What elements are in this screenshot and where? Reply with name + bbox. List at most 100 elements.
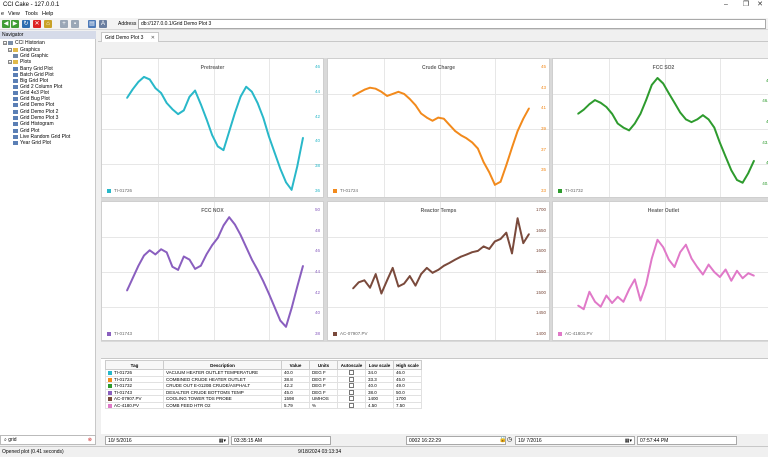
start-date-picker[interactable]: 10/ 5/2016 ▦▾	[105, 436, 229, 445]
column-header[interactable]: Tag	[105, 360, 164, 370]
back-icon[interactable]: ◀	[2, 20, 10, 28]
window-title: CCI Cake - 127.0.0.1	[3, 2, 60, 8]
autoscale-checkbox[interactable]	[349, 376, 354, 382]
table-row[interactable]: AC-4180.PV COMB FEED HTR O2 5.79% 4.50 7.50	[105, 401, 422, 409]
data-point	[656, 77, 659, 79]
menu-tools[interactable]: Tools	[25, 11, 38, 17]
y-tick-label: 42	[765, 160, 768, 166]
tree-item[interactable]: Grid Demo Plot	[13, 102, 54, 108]
y-tick-label: 44	[314, 88, 320, 94]
data-point	[511, 146, 513, 149]
y-tick-label: 36	[314, 188, 320, 193]
end-date-picker[interactable]: 10/ 7/2016 ▦▾	[515, 436, 635, 445]
chart-panel[interactable]: Pretreater 36 38 40 42 44 46 TI-01726	[101, 58, 324, 198]
chart-panel[interactable]: Heater Outlet AC-41801.PV	[552, 201, 768, 341]
data-point	[528, 233, 530, 235]
save-icon[interactable]: ▪	[71, 20, 79, 28]
y-tick-label: 1500	[535, 289, 546, 295]
collapse-icon[interactable]: −	[3, 40, 7, 46]
column-header[interactable]: Autoscale	[337, 360, 366, 370]
tree-item[interactable]: Year Grid Plot	[13, 140, 51, 146]
table-row[interactable]: TI-01743 DESALTER CRUDE BOTTOMS TEMP 45.0 D…	[105, 388, 422, 396]
tree-item-label: Grid Histogram	[20, 121, 54, 127]
tree-item[interactable]: Grid Graphic	[13, 53, 48, 59]
collapse-icon[interactable]: −	[8, 59, 12, 65]
column-header[interactable]: Description	[163, 360, 282, 370]
data-point	[352, 287, 354, 290]
forward-icon[interactable]: ▶	[11, 20, 19, 28]
menu-help[interactable]: Help	[42, 11, 54, 17]
column-header[interactable]: High scale	[393, 360, 422, 370]
chart-panel[interactable]: Crude Charge 33 35 37 39 41 43 45 TI-01724	[327, 58, 550, 198]
menu-edit[interactable]: e	[1, 11, 5, 17]
home-icon[interactable]: ⌂	[44, 20, 52, 28]
menu-view[interactable]: View	[8, 11, 20, 17]
autoscale-checkbox[interactable]	[349, 396, 354, 402]
tree-item[interactable]: Grid Histogram	[13, 121, 54, 127]
tag-name: TI-01726	[114, 370, 133, 376]
properties-icon[interactable]: A	[99, 20, 107, 28]
duration-field[interactable]: 0002 16:22:29 ▾	[406, 436, 506, 445]
chart-panel[interactable]: FCC SO2 40.5 42 43.5 45 46.5 48 TI-01732	[552, 58, 768, 198]
end-time-field[interactable]: 07:57:44 PM	[637, 436, 737, 445]
panel-icon[interactable]: ▤	[88, 20, 96, 28]
legend-label: TI-01743	[114, 331, 133, 336]
calendar-dropdown-icon[interactable]: ▦▾	[218, 438, 226, 444]
data-point	[183, 255, 185, 258]
tree-item[interactable]: Barry Grid Plot	[13, 66, 53, 72]
data-point	[668, 258, 670, 261]
autoscale-checkbox[interactable]	[349, 370, 354, 376]
gridline	[102, 94, 323, 95]
tree-item[interactable]: Grid 2 Column Plot	[13, 84, 62, 90]
tree-item[interactable]: Grid Bug Plot	[13, 96, 50, 102]
tree-item[interactable]: − Plots	[8, 59, 31, 65]
close-window-icon[interactable]: ✕	[757, 1, 763, 8]
start-time-field[interactable]: 03:35:15 AM	[231, 436, 331, 445]
navigator-search-input[interactable]: ⌕ grid ⊗	[0, 435, 96, 445]
maximize-icon[interactable]: ❐	[742, 1, 750, 8]
tab-grid-demo-plot-3[interactable]: Grid Demo Plot 3 ✕	[101, 32, 159, 42]
collapse-icon[interactable]: −	[8, 47, 12, 53]
minimize-icon[interactable]: –	[724, 1, 728, 8]
data-point	[397, 285, 400, 288]
chart-legend: AC-41801.PV	[558, 331, 593, 336]
data-point	[217, 237, 219, 239]
lock-icon[interactable]: 🔒	[499, 437, 507, 443]
tree-item[interactable]: − CCI Historian	[3, 40, 45, 46]
autoscale-checkbox[interactable]	[349, 383, 354, 389]
tree-item[interactable]: Grid 4x3 Plot	[13, 90, 49, 96]
tree-item[interactable]: Grid Plot	[13, 128, 39, 134]
data-point	[753, 274, 755, 277]
tree-item[interactable]: − Graphics	[8, 47, 40, 53]
column-header[interactable]: Value	[281, 360, 310, 370]
y-tick-label: 42	[314, 289, 320, 295]
chart-panel[interactable]: Reactor Temps 1400 1450 1500 1550 1600 1650 170…	[327, 201, 550, 341]
chart-title: FCC SO2	[652, 65, 675, 71]
refresh-icon[interactable]: ↻	[22, 20, 30, 28]
clear-search-icon[interactable]: ⊗	[87, 437, 92, 443]
new-folder-icon[interactable]: +	[60, 20, 68, 28]
address-input[interactable]: db://127.0.0.1/Grid Demo Plot 3	[138, 19, 766, 29]
tree-item[interactable]: Live Random Grid Plot	[13, 134, 70, 140]
stop-icon[interactable]: ✕	[33, 20, 41, 28]
column-header[interactable]: Units	[309, 360, 338, 370]
autoscale-checkbox[interactable]	[349, 402, 354, 408]
chart-plot-area	[352, 217, 530, 295]
close-tab-icon[interactable]: ✕	[150, 35, 155, 41]
plot-icon	[13, 115, 18, 120]
gridline	[553, 307, 768, 308]
column-header[interactable]: Low scale	[365, 360, 394, 370]
tree-item[interactable]: Batch Grid Plot	[13, 72, 54, 78]
chart-panel[interactable]: FCC NOX 38 40 42 44 46 48 50 TI-01743	[101, 201, 324, 341]
gridline	[102, 129, 323, 130]
autoscale-checkbox[interactable]	[349, 389, 354, 395]
end-calendar-dropdown-icon[interactable]: ▦▾	[624, 438, 632, 444]
tree-item[interactable]: Grid Demo Plot 3	[13, 115, 58, 121]
data-point	[696, 118, 698, 121]
tag-name: TI-01724	[114, 376, 133, 382]
y-tick-label: 50	[314, 207, 320, 212]
duration-dropdown-icon[interactable]: ▾	[500, 438, 503, 444]
tree-item[interactable]: Grid Demo Plot 2	[13, 109, 58, 115]
clock-icon[interactable]: ◷	[507, 437, 513, 443]
tree-item[interactable]: Big Grid Plot	[13, 78, 48, 84]
